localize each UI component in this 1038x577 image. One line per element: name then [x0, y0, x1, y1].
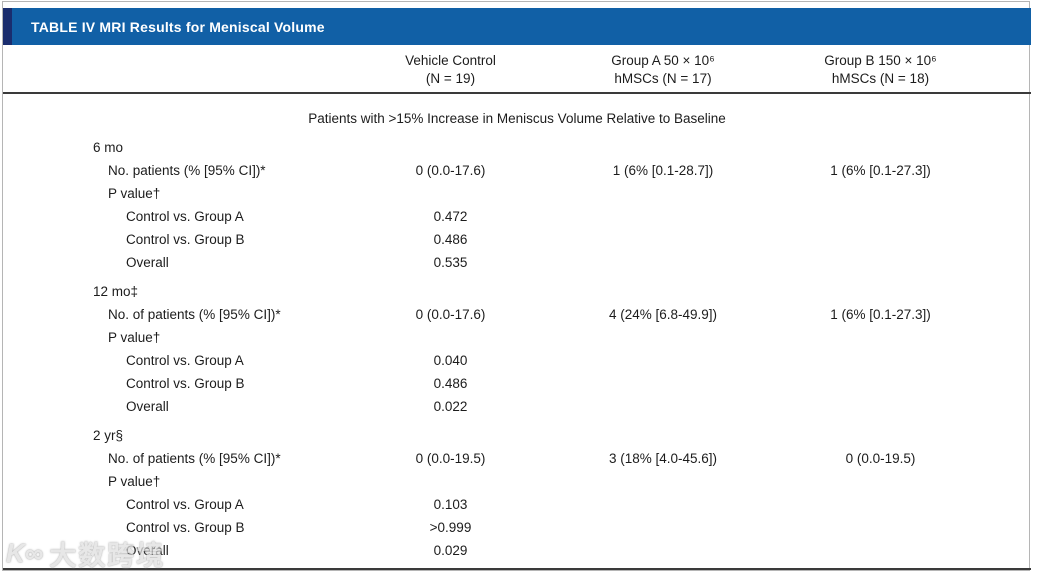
- row-label: No. of patients (% [95% CI])*: [108, 307, 281, 322]
- column-header-group-b: Group B 150 × 10⁶ hMSCs (N = 18): [773, 52, 988, 88]
- table-outer-border: [2, 1, 1030, 571]
- cell-value: 0.029: [433, 543, 468, 558]
- column-header-vehicle-control: Vehicle Control (N = 19): [348, 52, 553, 88]
- row-label: No. of patients (% [95% CI])*: [108, 451, 281, 466]
- row-label: Control vs. Group B: [126, 232, 245, 247]
- cell-value: 0.040: [433, 353, 468, 368]
- cell-value: 0 (0.0-17.6): [415, 307, 486, 322]
- table-title: TABLE IV MRI Results for Meniscal Volume: [31, 18, 325, 35]
- column-header-line2: (N = 19): [425, 71, 476, 86]
- column-header-row: Vehicle Control (N = 19) Group A 50 × 10…: [3, 52, 1031, 88]
- row-label: Overall: [126, 543, 169, 558]
- section-label: 2 yr§: [93, 428, 124, 443]
- cell-value: 1 (6% [0.1-28.7]): [612, 163, 714, 178]
- column-header-line1: Vehicle Control: [405, 53, 496, 68]
- cell-value: 0.472: [433, 209, 468, 224]
- column-header-line2: hMSCs (N = 18): [831, 71, 930, 86]
- table-row: Overall 0.022: [3, 395, 1031, 418]
- bottom-rule: [3, 568, 1031, 570]
- cell-value: 0 (0.0-19.5): [415, 451, 486, 466]
- table-row: Control vs. Group A 0.472: [3, 205, 1031, 228]
- header-divider-rule: [3, 92, 1031, 94]
- cell-value: 3 (18% [4.0-45.6]): [608, 451, 718, 466]
- table-row: No. of patients (% [95% CI])* 0 (0.0-19.5…: [3, 447, 1031, 470]
- cell-value: 4 (24% [6.8-49.9]): [608, 307, 718, 322]
- row-label: No. patients (% [95% CI])*: [108, 163, 266, 178]
- cell-value: 1 (6% [0.1-27.3]): [830, 307, 931, 322]
- cell-value: 0.022: [433, 399, 468, 414]
- cell-value: 0 (0.0-19.5): [845, 451, 916, 466]
- column-header-line1: Group A 50 × 10⁶: [611, 53, 715, 68]
- row-label: Overall: [126, 255, 169, 270]
- table-row: P value†: [3, 470, 1031, 493]
- table-row: Control vs. Group B >0.999: [3, 516, 1031, 539]
- table-row: Control vs. Group A 0.040: [3, 349, 1031, 372]
- column-header-group-a: Group A 50 × 10⁶ hMSCs (N = 17): [553, 52, 773, 88]
- table-title-bar: TABLE IV MRI Results for Meniscal Volume: [3, 8, 1031, 45]
- row-label: Overall: [126, 399, 169, 414]
- table-row: P value†: [3, 326, 1031, 349]
- row-label: Control vs. Group A: [126, 353, 244, 368]
- section-label: 12 mo‡: [93, 284, 139, 299]
- title-bar-accent-stripe: [3, 8, 12, 45]
- table-row: Control vs. Group A 0.103: [3, 493, 1031, 516]
- table-row: Control vs. Group B 0.486: [3, 372, 1031, 395]
- cell-value: >0.999: [429, 520, 472, 535]
- table-row: Overall 0.029: [3, 539, 1031, 562]
- table-body: 6 mo No. patients (% [95% CI])* 0 (0.0-17.…: [3, 136, 1031, 562]
- table-row-section: 2 yr§: [3, 424, 1031, 447]
- table-row-section: 6 mo: [3, 136, 1031, 159]
- table-row: P value†: [3, 182, 1031, 205]
- row-label: P value†: [108, 330, 161, 345]
- cell-value: 0 (0.0-17.6): [415, 163, 486, 178]
- cell-value: 0.486: [433, 232, 468, 247]
- row-label: Control vs. Group A: [126, 497, 244, 512]
- cell-value: 0.486: [433, 376, 468, 391]
- section-label: 6 mo: [93, 140, 124, 155]
- cell-value: 0.103: [433, 497, 468, 512]
- row-label: P value†: [108, 186, 161, 201]
- column-header-line1: Group B 150 × 10⁶: [824, 53, 937, 68]
- table-row: No. patients (% [95% CI])* 0 (0.0-17.6) 1 …: [3, 159, 1031, 182]
- table-row-section: 12 mo‡: [3, 280, 1031, 303]
- row-label: Control vs. Group B: [126, 520, 245, 535]
- cell-value: 0.535: [433, 255, 468, 270]
- table-row: No. of patients (% [95% CI])* 0 (0.0-17.6…: [3, 303, 1031, 326]
- row-label: Control vs. Group A: [126, 209, 244, 224]
- spanning-subheader: Patients with >15% Increase in Meniscus …: [308, 111, 726, 126]
- table-row: Control vs. Group B 0.486: [3, 228, 1031, 251]
- row-label: Control vs. Group B: [126, 376, 245, 391]
- column-header-line2: hMSCs (N = 17): [614, 71, 712, 86]
- table-row: Overall 0.535: [3, 251, 1031, 274]
- cell-value: 1 (6% [0.1-27.3]): [830, 163, 931, 178]
- row-label: P value†: [108, 474, 161, 489]
